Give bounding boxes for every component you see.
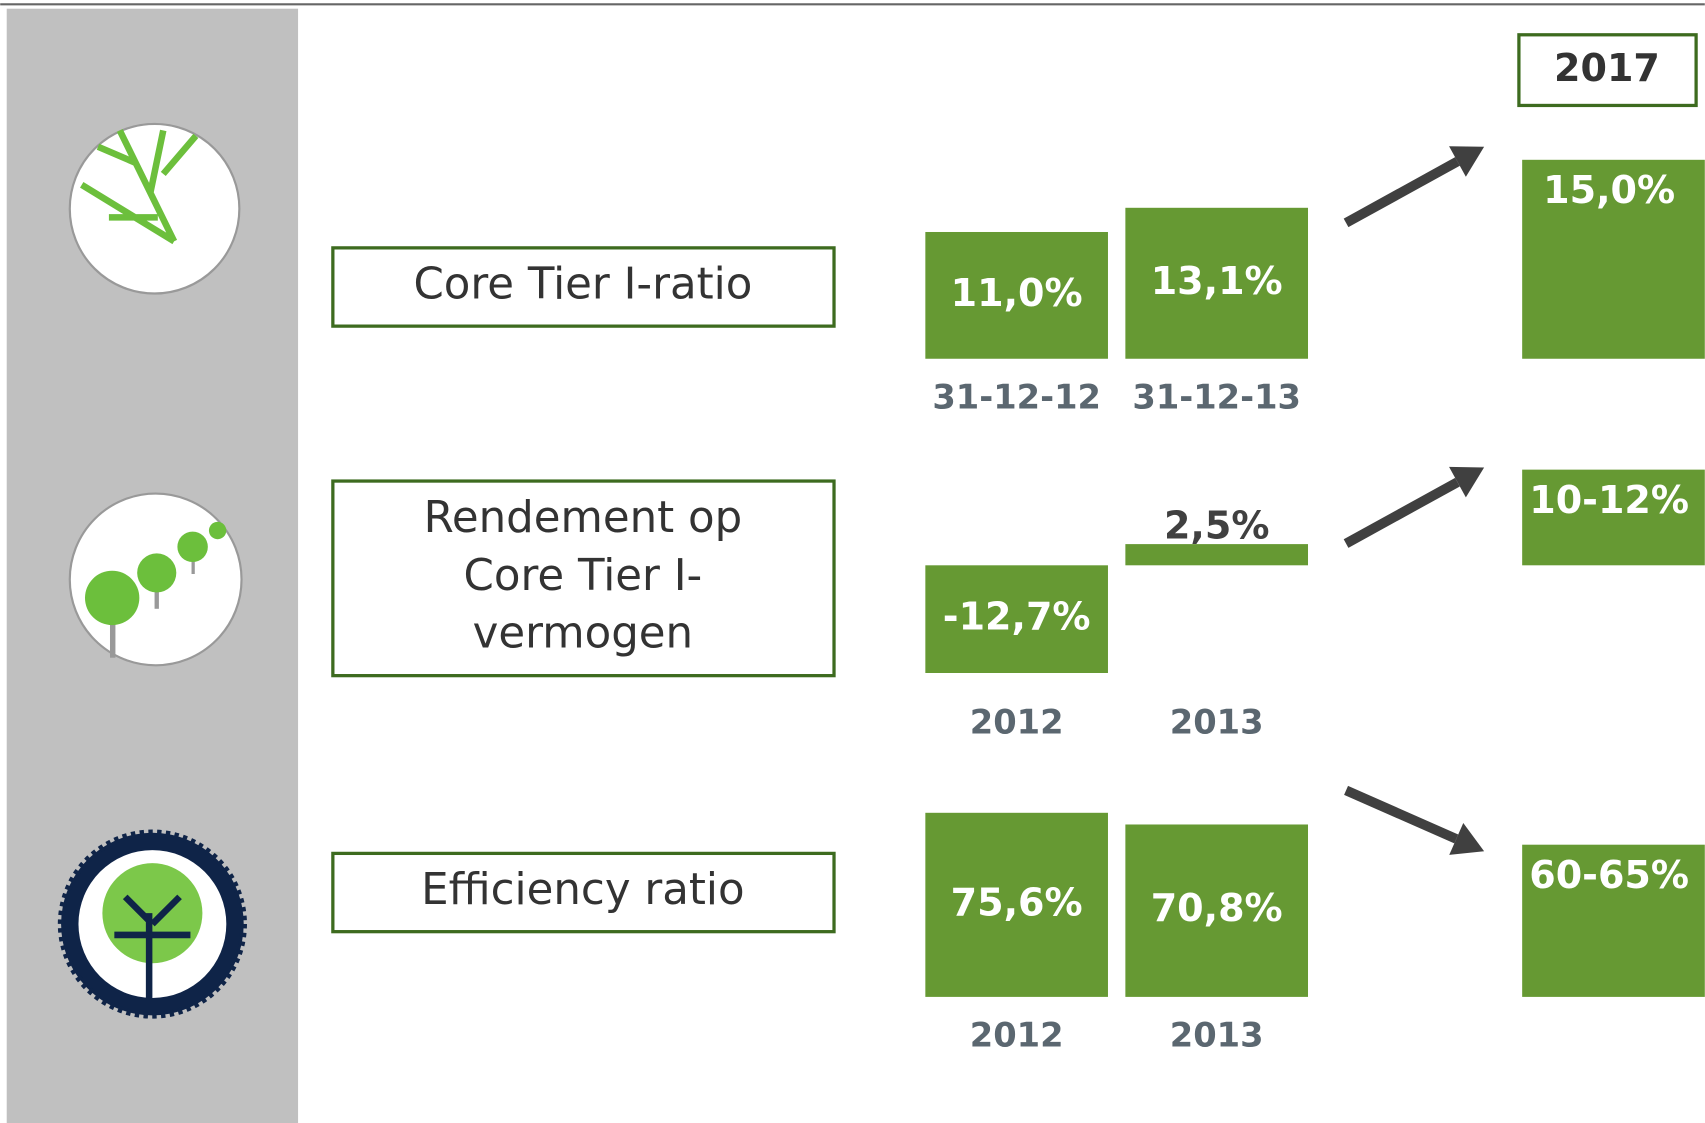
trend-arrow [1346, 790, 1456, 839]
category-label: 2013 [1170, 703, 1264, 742]
leaf-icon [70, 124, 240, 294]
category-label: 2012 [970, 703, 1064, 742]
trend-arrow [1346, 482, 1457, 543]
page: {"header": {"target_year": "2017"}, "cha… [0, 0, 1705, 1123]
trend-arrow [1346, 161, 1457, 222]
metric-title: Efficiency ratio [421, 865, 744, 915]
target-label: 10-12% [1529, 478, 1689, 522]
value-label: 11,0% [951, 271, 1083, 315]
metric-title: Core Tier I- [464, 551, 703, 601]
value-label: 70,8% [1151, 886, 1283, 930]
value-label: 2,5% [1164, 503, 1269, 547]
value-label: 75,6% [951, 880, 1083, 924]
slide: 2017 Core Tier I-ratio 11,0% 31-12-12 13,1%… [0, 0, 1705, 1123]
category-label: 2013 [1170, 1016, 1264, 1055]
metric-title: Core Tier I-ratio [413, 260, 752, 310]
value-label: 13,1% [1151, 259, 1283, 303]
category-label: 2012 [970, 1016, 1064, 1055]
tree-seal-icon [61, 833, 244, 1016]
target-year: 2017 [1554, 46, 1660, 90]
value-label: -12,7% [943, 595, 1091, 639]
metric-title: Rendement op [424, 493, 743, 543]
target-label: 15,0% [1543, 168, 1675, 212]
target-label: 60-65% [1529, 853, 1689, 897]
category-label: 31-12-13 [1132, 377, 1301, 416]
metric-title: vermogen [473, 608, 693, 658]
trees-icon [70, 494, 242, 666]
category-label: 31-12-12 [932, 377, 1101, 416]
